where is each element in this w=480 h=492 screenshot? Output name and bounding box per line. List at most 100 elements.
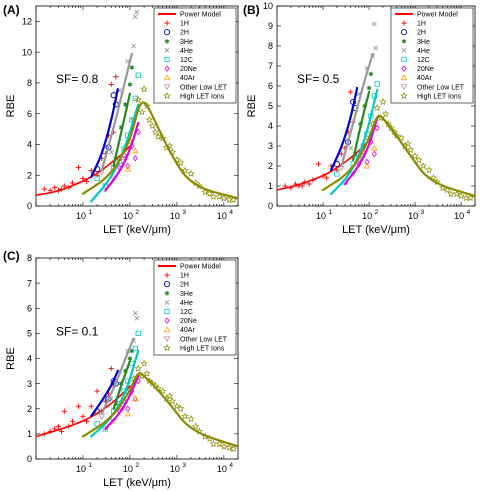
data-point	[135, 330, 141, 336]
legend-label: 12C	[180, 57, 193, 64]
fit-curve-3he	[112, 92, 131, 168]
legend-item: 12C	[164, 56, 193, 64]
y-tick-label: 2	[27, 404, 32, 414]
data-point	[159, 387, 167, 395]
legend-item: 2H	[163, 281, 189, 289]
data-point	[132, 345, 138, 352]
y-axis-label: RBE	[5, 95, 17, 118]
fit-curve-high-let-ions	[81, 372, 238, 448]
panel-label: (A)	[3, 3, 20, 17]
legend-marker	[163, 29, 171, 36]
y-tick-label: 2	[27, 170, 32, 180]
series-40ar	[124, 395, 139, 417]
x-tick-base: 10	[316, 211, 326, 221]
data-point	[429, 174, 438, 182]
legend-marker	[401, 38, 407, 45]
data-point	[371, 21, 377, 27]
data-point	[374, 124, 380, 132]
fit-curve-3he	[352, 90, 371, 162]
fit-curve-12c	[90, 103, 140, 203]
legend-marker	[163, 326, 171, 333]
data-point	[306, 181, 312, 187]
legend-label: 3He	[180, 39, 193, 46]
legend-item: Other Low LET	[163, 84, 228, 91]
data-point	[425, 166, 433, 174]
data-point	[366, 85, 372, 91]
legend-item: 1H	[164, 272, 189, 280]
legend-marker	[164, 300, 170, 305]
x-tick-label: 10 3	[408, 209, 425, 221]
data-point	[168, 397, 177, 405]
data-point	[373, 104, 381, 112]
fit-curve-20ne	[104, 121, 140, 192]
legend-label: 4He	[417, 48, 430, 55]
data-point	[397, 134, 405, 142]
data-point	[124, 410, 132, 417]
y-tick-label: 5	[27, 329, 32, 339]
data-point	[94, 175, 100, 181]
fit-curve-power-model	[277, 139, 370, 191]
data-point	[379, 98, 387, 106]
fit-curve-2h	[90, 88, 119, 178]
data-point	[61, 183, 67, 189]
legend-label: 4He	[180, 48, 193, 55]
legend-label: 2H	[180, 282, 189, 289]
x-tick-exponent: 1	[88, 462, 92, 469]
legend-box	[390, 7, 474, 104]
legend-item: 3He	[164, 38, 193, 46]
fit-curve-12c	[330, 88, 379, 196]
legend-marker	[401, 48, 407, 53]
data-point	[371, 150, 377, 158]
data-point	[206, 189, 214, 197]
legend-marker	[164, 290, 170, 297]
data-point	[324, 175, 330, 181]
data-point	[229, 445, 238, 453]
x-tick-base: 10	[170, 211, 180, 221]
x-tick-base: 10	[454, 211, 464, 221]
data-point	[88, 403, 94, 409]
legend-label: Other Low LET	[180, 336, 228, 343]
data-point	[225, 443, 233, 451]
data-point	[108, 365, 114, 372]
legend-item: Power Model	[158, 264, 221, 271]
data-point	[466, 194, 475, 202]
fit-curve-20ne	[104, 375, 140, 430]
y-axis-label: RBE	[246, 95, 258, 118]
panel-label: (B)	[243, 3, 260, 17]
x-tick-label: 10 3	[170, 209, 187, 221]
x-tick-base: 10	[76, 464, 86, 474]
legend-item: 4He	[401, 48, 430, 55]
x-tick-exponent: 4	[229, 209, 233, 216]
fit-curve-4he	[100, 52, 133, 172]
data-point	[132, 147, 139, 154]
x-tick-label: 10 2	[362, 209, 379, 221]
data-point	[348, 89, 354, 95]
legend-marker	[401, 56, 407, 63]
sf-annotation: SF= 0.5	[297, 72, 340, 86]
x-tick-exponent: 3	[182, 462, 186, 469]
data-point	[41, 186, 47, 192]
data-point	[113, 74, 119, 80]
legend-marker	[163, 84, 171, 91]
x-tick-exponent: 2	[135, 462, 139, 469]
x-tick-base: 10	[170, 464, 180, 474]
legend-item: 3He	[401, 38, 430, 46]
data-layer	[277, 21, 475, 202]
x-tick-base: 10	[217, 464, 227, 474]
legend-marker	[163, 336, 171, 343]
x-axis-label: LET (keV/μm)	[103, 224, 171, 236]
legend-item: 20Ne	[164, 65, 197, 73]
x-axis-label: LET (keV/μm)	[103, 477, 171, 489]
data-point	[348, 145, 354, 151]
legend-label: 1H	[180, 273, 189, 280]
data-point	[415, 156, 423, 164]
y-tick-label: 7	[268, 61, 273, 71]
legend-label: Other Low LET	[417, 84, 465, 91]
y-axis-label: RBE	[5, 347, 17, 370]
series-40ar	[124, 147, 139, 172]
data-point	[127, 81, 133, 88]
legend-item: High LET Ions	[163, 91, 225, 100]
